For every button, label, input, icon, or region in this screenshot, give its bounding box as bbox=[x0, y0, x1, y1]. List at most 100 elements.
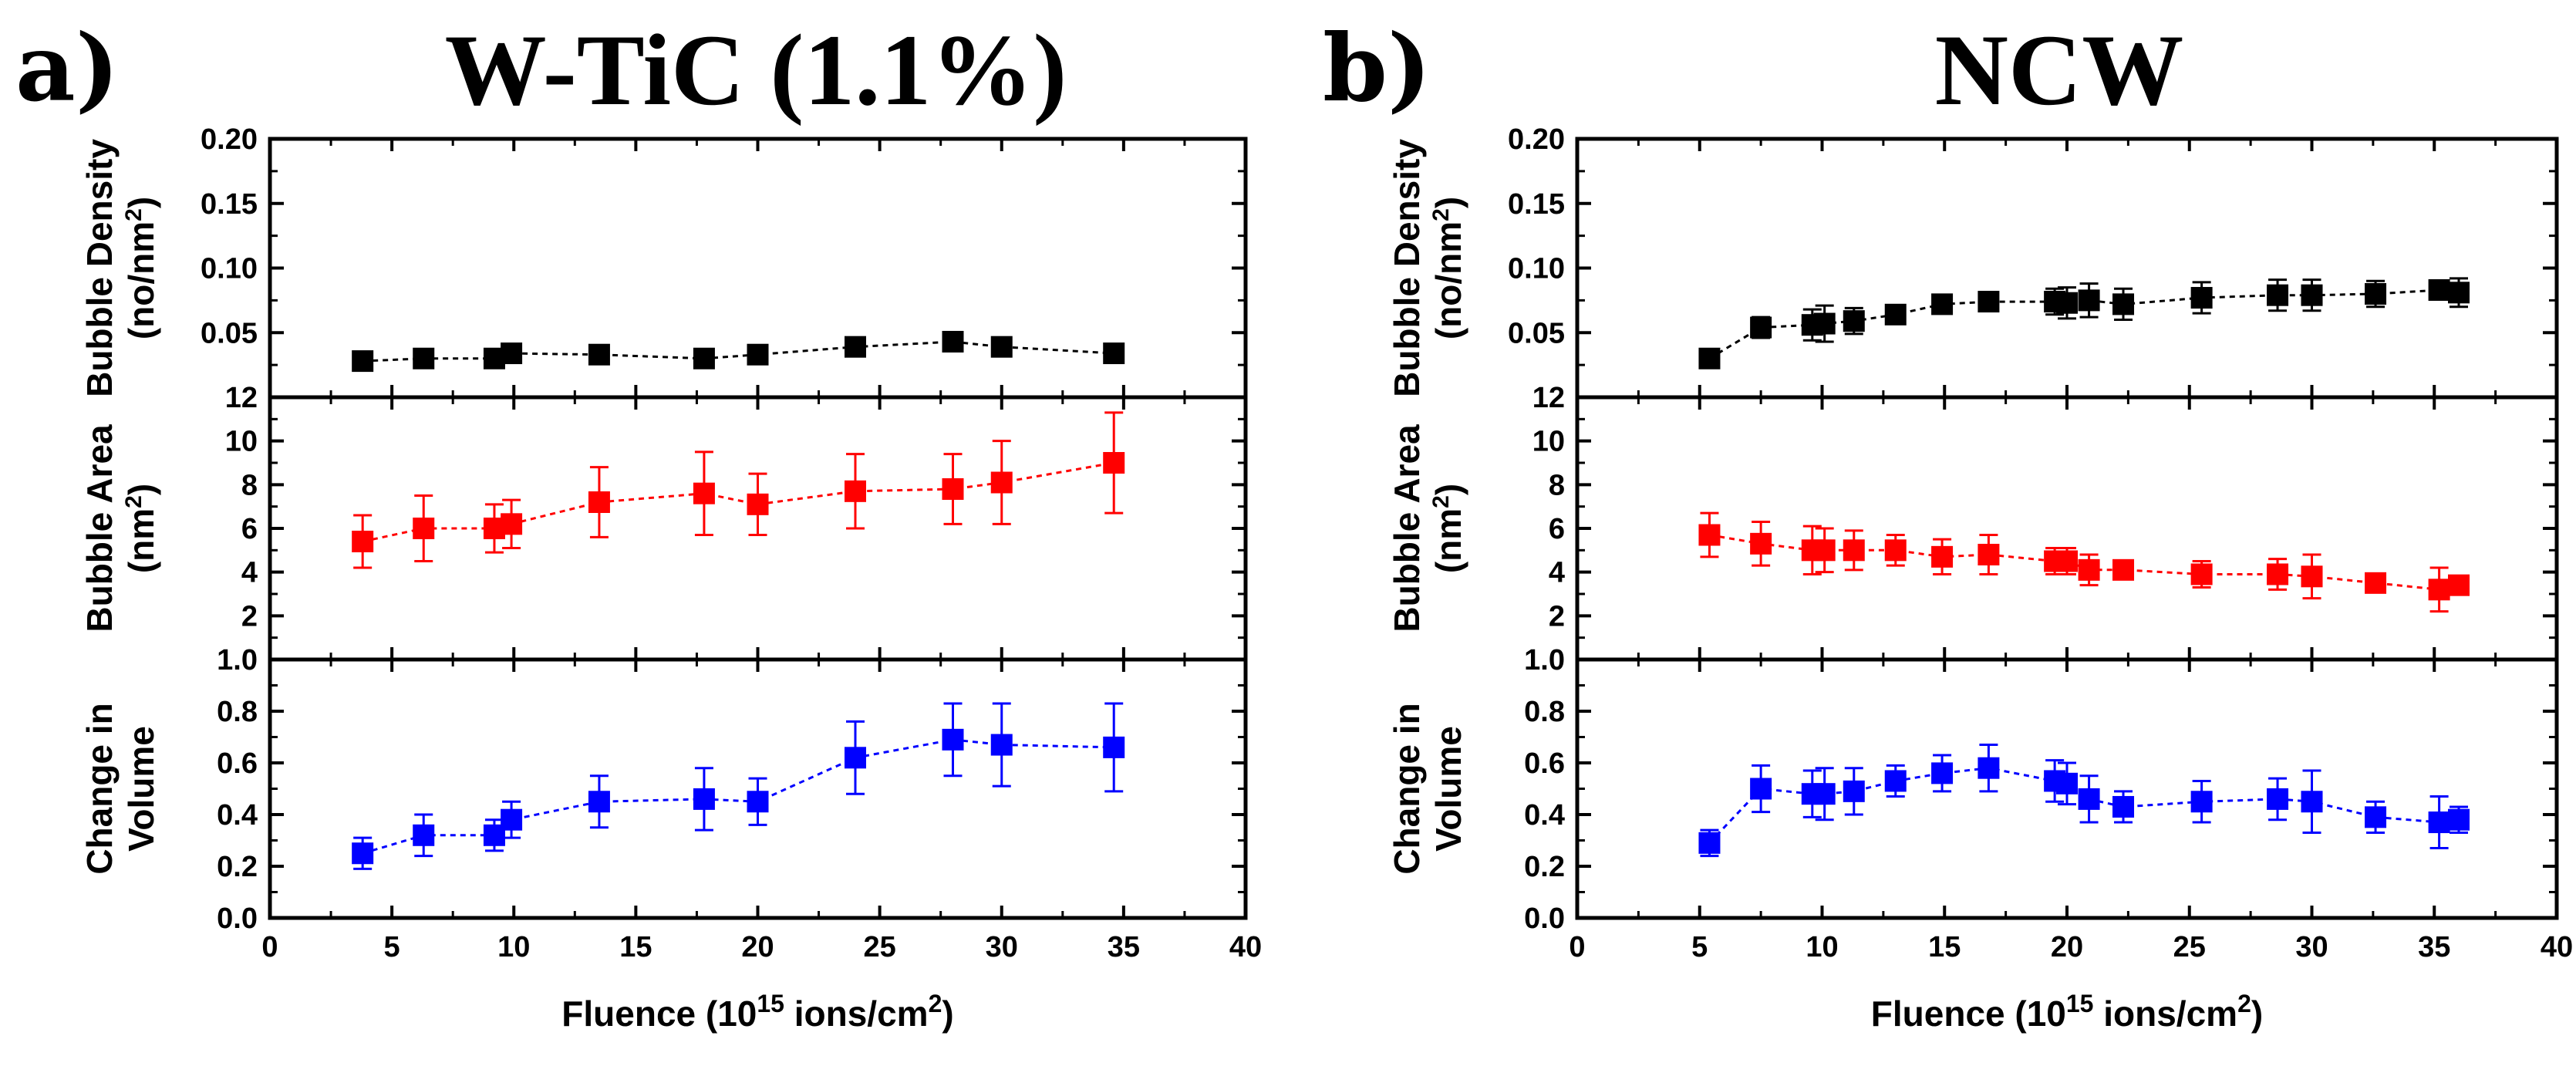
data-point bbox=[1698, 832, 1721, 854]
subplot-bubble-density: 0.05 0.10 0.15 0.20 Bubble Density (no/nm2) bbox=[79, 123, 1248, 400]
y-axis-title-text: ) bbox=[121, 484, 161, 495]
x-axis-title-part: ions/cm bbox=[784, 994, 929, 1034]
data-point bbox=[1843, 310, 1865, 332]
data-point bbox=[942, 728, 964, 751]
y-axis-title-text: Volume bbox=[1428, 726, 1468, 852]
data-point bbox=[2056, 292, 2078, 314]
data-point bbox=[413, 518, 435, 539]
y-axis-title-text: (nm bbox=[121, 508, 161, 573]
y-axis-title-text: ) bbox=[121, 197, 161, 208]
subplot-change-in-volume: 0.0 0.2 0.4 0.6 0.8 1.0 Change in Volume bbox=[1387, 644, 2559, 935]
data-point bbox=[501, 808, 523, 831]
y-tick-label: 8 bbox=[1549, 469, 1565, 501]
data-point bbox=[990, 471, 1013, 494]
data-point bbox=[845, 336, 866, 358]
y-tick-label: 0.10 bbox=[1508, 253, 1565, 285]
data-point bbox=[747, 493, 769, 515]
x-axis-title-part: 15 bbox=[757, 990, 784, 1017]
data-point bbox=[990, 734, 1013, 756]
data-point bbox=[2112, 293, 2135, 315]
y-axis-title: Bubble Area (nm2) bbox=[79, 424, 161, 633]
x-axis-title-part: 2 bbox=[929, 990, 942, 1017]
y-tick-label: 0.05 bbox=[201, 317, 258, 349]
data-point bbox=[501, 342, 523, 365]
y-tick-label: 0.6 bbox=[1524, 747, 1565, 780]
data-point bbox=[2428, 579, 2450, 601]
data-point bbox=[2428, 278, 2450, 301]
data-point bbox=[845, 480, 866, 502]
data-point bbox=[413, 347, 435, 369]
y-tick-label: 0.10 bbox=[201, 253, 258, 285]
y-axis-title-superscript: 2 bbox=[121, 208, 147, 221]
x-axis-title-part: Fluence (10 bbox=[1871, 994, 2066, 1034]
y-axis-title-text: (nm bbox=[1428, 508, 1468, 573]
data-point bbox=[693, 347, 715, 369]
data-point bbox=[2078, 788, 2100, 810]
data-point bbox=[1978, 544, 2000, 565]
data-point bbox=[1843, 780, 1865, 802]
y-axis-title-line1: Bubble Density bbox=[79, 139, 120, 397]
plot-frame bbox=[1575, 137, 2559, 400]
data-point bbox=[352, 842, 374, 865]
y-axis-title-superscript: 2 bbox=[1428, 208, 1454, 221]
y-tick-label: 6 bbox=[1549, 513, 1565, 545]
x-tick-label: 35 bbox=[1108, 931, 1140, 963]
x-axis-title-part: Fluence (10 bbox=[561, 994, 757, 1034]
subplot-bubble-density: 0.05 0.10 0.15 0.20 Bubble Density (no/nm2) bbox=[1387, 123, 2559, 400]
data-point bbox=[2190, 563, 2213, 585]
data-point bbox=[1103, 452, 1125, 474]
x-axis-title: Fluence (1015 ions/cm2) bbox=[1871, 990, 2263, 1034]
y-tick-label: 0.20 bbox=[1508, 123, 1565, 156]
x-tick-label: 30 bbox=[2295, 931, 2328, 963]
x-axis-title-part: 15 bbox=[2066, 990, 2094, 1017]
y-axis-title-superscript: 2 bbox=[121, 495, 147, 508]
y-axis-title-text: ) bbox=[1428, 484, 1468, 495]
data-point bbox=[1103, 342, 1125, 365]
data-point bbox=[1813, 539, 1836, 562]
y-tick-label: 0.0 bbox=[1524, 902, 1565, 935]
y-axis-title-text: Volume bbox=[121, 726, 161, 852]
data-point bbox=[693, 788, 715, 810]
y-axis-title: Change in Volume bbox=[79, 703, 161, 874]
data-point bbox=[1884, 303, 1907, 326]
panel-label: b) bbox=[1323, 14, 1431, 123]
y-tick-label: 0.6 bbox=[217, 747, 258, 780]
x-tick-label: 10 bbox=[497, 931, 530, 963]
data-point bbox=[2301, 565, 2323, 588]
data-point bbox=[1931, 293, 1954, 315]
data-point bbox=[1978, 291, 2000, 313]
data-point bbox=[990, 336, 1013, 358]
data-point bbox=[942, 330, 964, 353]
x-tick-label: 5 bbox=[384, 931, 400, 963]
y-axis-title-superscript: 2 bbox=[1428, 495, 1454, 508]
data-point bbox=[2448, 808, 2470, 831]
x-tick-label: 15 bbox=[1928, 931, 1961, 963]
x-tick-label: 20 bbox=[741, 931, 774, 963]
data-point bbox=[2190, 287, 2213, 309]
plot-frame bbox=[1575, 395, 2559, 662]
x-tick-label: 20 bbox=[2051, 931, 2083, 963]
data-point bbox=[1103, 736, 1125, 758]
y-tick-label: 2 bbox=[1549, 600, 1565, 633]
y-tick-label: 0.4 bbox=[1524, 799, 1565, 832]
y-tick-label: 2 bbox=[241, 600, 258, 633]
y-axis-title-line1: Bubble Area bbox=[1387, 424, 1427, 633]
data-point bbox=[588, 791, 610, 813]
data-point bbox=[2078, 558, 2100, 581]
y-tick-label: 0.05 bbox=[1508, 317, 1565, 349]
data-point bbox=[1750, 316, 1772, 339]
data-point bbox=[2301, 791, 2323, 813]
y-tick-label: 0.2 bbox=[217, 851, 258, 883]
y-tick-label: 6 bbox=[241, 513, 258, 545]
y-axis-title-line1: Change in bbox=[1387, 703, 1427, 874]
data-point bbox=[588, 343, 610, 366]
x-tick-label: 35 bbox=[2418, 931, 2450, 963]
data-point bbox=[2056, 550, 2078, 572]
data-point bbox=[352, 531, 374, 552]
y-axis-title-line2: (nm2) bbox=[121, 484, 161, 573]
data-point bbox=[2078, 289, 2100, 312]
series-line bbox=[362, 461, 1114, 543]
